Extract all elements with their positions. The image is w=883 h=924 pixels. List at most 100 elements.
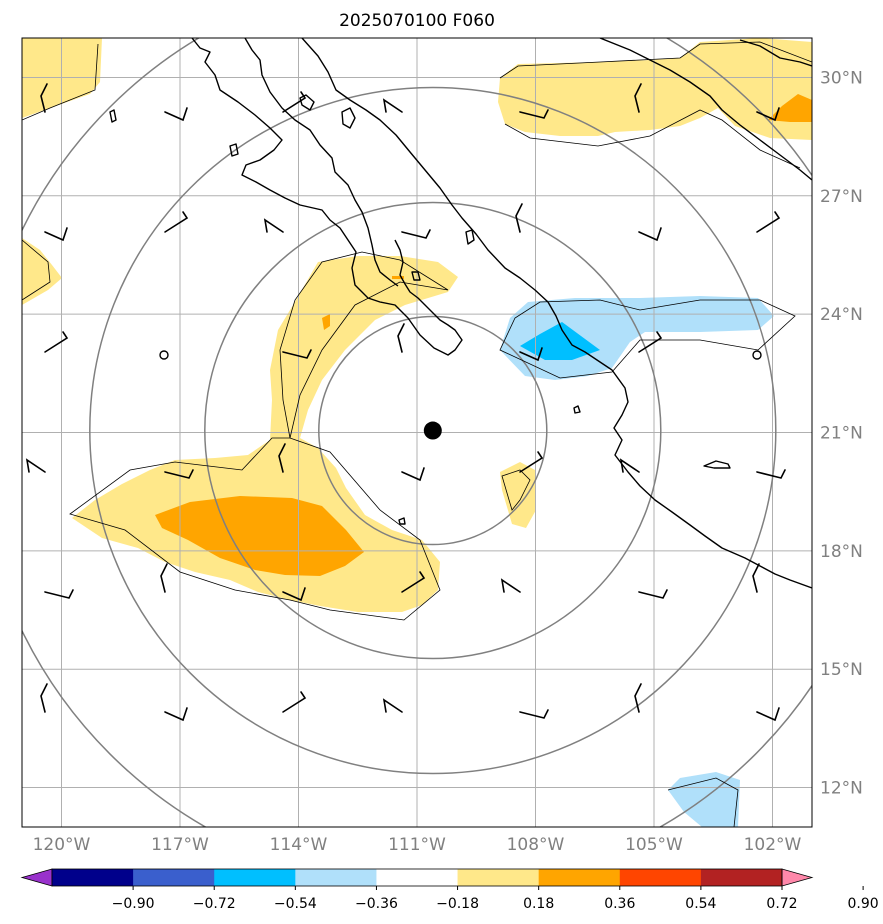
latitude-tick-label: 21°N [820, 424, 863, 444]
wind-barb [619, 458, 640, 473]
wind-barb [401, 229, 431, 239]
contour-line [504, 109, 801, 169]
wind-barb [752, 563, 760, 593]
contour-line [667, 777, 739, 827]
calm-wind-marker [159, 350, 169, 360]
wind-barb [756, 707, 780, 722]
colorbar-swatch [538, 869, 621, 886]
colorbar-tick-label: 0.90 [848, 896, 879, 912]
colorbar-tick-label: −0.54 [274, 896, 317, 912]
shaded-regions [22, 38, 812, 827]
wind-barb [515, 203, 523, 233]
wind-barb [40, 83, 48, 113]
wind-barb [634, 83, 642, 113]
wind-barb [164, 211, 189, 233]
latitude-tick-label: 18°N [820, 542, 863, 562]
positive-region-strong [768, 94, 812, 122]
colorbar-swatch [133, 869, 215, 886]
contour-line [499, 41, 812, 79]
wind-barb [160, 563, 168, 593]
positive-region [500, 462, 536, 528]
range-ring [204, 201, 662, 660]
coastline-island [341, 107, 356, 129]
colorbar-tick-label: 0.54 [685, 896, 716, 912]
wind-barb [278, 443, 286, 473]
coastline-mainland [301, 38, 812, 589]
coastline-island [573, 405, 581, 414]
longitude-labels: 120°W 117°W 114°W 111°W 108°W 105°W 102°W [33, 835, 802, 855]
wind-barb [44, 227, 68, 242]
calm-wind-marker [752, 350, 762, 360]
coastline-island [299, 94, 315, 111]
contour-outlines [22, 41, 812, 827]
gridlines [22, 38, 812, 827]
colorbar-swatch [214, 869, 296, 886]
wind-barb [282, 691, 307, 713]
colorbar-swatch [457, 869, 540, 886]
positive-region [22, 238, 62, 305]
wind-barb [638, 331, 663, 353]
wind-barb [756, 469, 786, 479]
wind-barb [756, 211, 781, 233]
wind-barb [382, 698, 403, 713]
longitude-tick-label: 102°W [744, 835, 802, 855]
contour-line [499, 299, 796, 379]
latitude-tick-label: 12°N [820, 779, 863, 799]
colorbar-tick-label: 0.36 [604, 896, 635, 912]
wind-barb [382, 98, 403, 113]
wind-barb [519, 451, 544, 473]
contour-line [22, 43, 99, 121]
positive-region-strong [322, 314, 330, 330]
colorbar-extend-low [20, 868, 53, 887]
coastline-baja-gulf [244, 38, 399, 287]
negative-region-strong [520, 322, 600, 360]
wind-barb [401, 467, 425, 482]
wind-barb [44, 589, 74, 599]
wind-barb [638, 589, 668, 599]
wind-barbs [25, 83, 786, 722]
wind-barb [263, 218, 284, 233]
range-ring [89, 86, 777, 775]
wind-barb [401, 571, 426, 593]
colorbar-tick-label: −0.72 [193, 896, 236, 912]
colorbar-tick-label: −0.18 [436, 896, 479, 912]
wind-barb [282, 91, 307, 113]
wind-barb [519, 347, 543, 362]
wind-barb [40, 683, 48, 713]
colorbar-swatch [295, 869, 377, 886]
contour-line [279, 251, 449, 439]
wind-barb [44, 331, 69, 353]
latitude-tick-label: 27°N [820, 187, 863, 207]
coastline-island [109, 109, 117, 123]
colorbar-tick-label: −0.36 [355, 896, 398, 912]
coastline-north [739, 39, 812, 67]
longitude-tick-label: 105°W [625, 835, 683, 855]
coastline-island [411, 271, 421, 281]
longitude-tick-label: 114°W [270, 835, 328, 855]
coastline-island [229, 143, 239, 157]
wind-barb [638, 227, 662, 242]
map-title: 2025070100 F060 [339, 11, 495, 31]
wind-barb [519, 709, 549, 719]
colorbar-swatch [700, 869, 783, 886]
longitude-tick-label: 108°W [507, 835, 565, 855]
wind-barb [164, 707, 188, 722]
wind-barb [634, 683, 642, 713]
coastline-island [465, 229, 475, 245]
wind-barb [756, 107, 780, 122]
colorbar-tick-label: −0.90 [112, 896, 155, 912]
colorbar-frame [51, 868, 783, 887]
colorbar-swatch [376, 869, 459, 886]
latitude-tick-label: 15°N [820, 660, 863, 680]
colorbar: −0.90 −0.72 −0.54 −0.36 −0.18 0.18 0.36 0.54 0.7… [20, 868, 879, 912]
longitude-tick-label: 117°W [151, 835, 209, 855]
wind-barb [282, 349, 312, 359]
range-rings [22, 38, 812, 827]
longitude-tick-label: 120°W [33, 835, 91, 855]
latitude-tick-label: 30°N [820, 68, 863, 88]
latitude-tick-label: 24°N [820, 305, 863, 325]
coastline-north [599, 38, 812, 181]
positive-region-strong [155, 496, 364, 576]
latitude-labels: 30°N 27°N 24°N 21°N 18°N 15°N 12°N [820, 68, 863, 798]
